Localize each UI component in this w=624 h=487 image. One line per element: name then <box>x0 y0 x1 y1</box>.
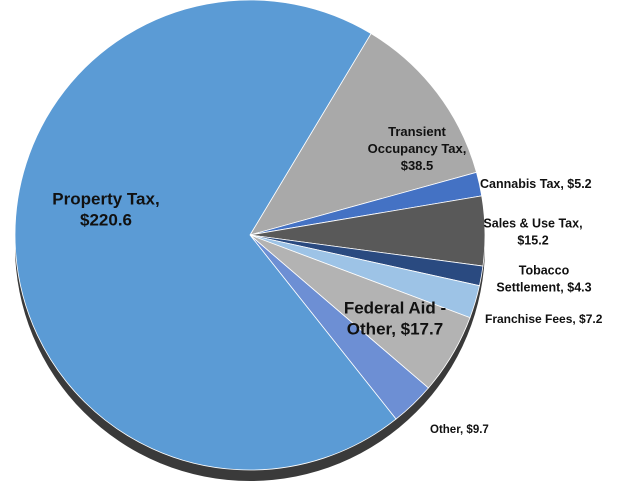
data-label-line: $220.6 <box>80 211 132 230</box>
data-label-line: Tobacco <box>519 264 570 278</box>
data-label: Franchise Fees, $7.2 <box>485 312 603 326</box>
data-label: Cannabis Tax, $5.2 <box>480 177 592 191</box>
data-label-line: $38.5 <box>401 158 434 173</box>
data-label: Property Tax, $220.6 <box>52 190 159 230</box>
data-label-line: Other, $9.7 <box>430 424 489 436</box>
data-label: Sales & Use Tax, $15.2 <box>483 217 582 248</box>
data-label-line: $15.2 <box>517 234 548 248</box>
pie-slice <box>249 33 477 236</box>
data-label-line: Franchise Fees, $7.2 <box>485 312 603 326</box>
data-label-line: Settlement, $4.3 <box>496 281 591 295</box>
data-label-line: Property Tax, <box>52 190 159 209</box>
data-label-line: Occupancy Tax, <box>368 141 467 156</box>
pie-slice <box>14 0 397 471</box>
data-label: Other, $9.7 <box>430 424 489 436</box>
data-label: Tobacco Settlement, $4.3 <box>496 264 591 295</box>
data-label: Transient Occupancy Tax, $38.5 <box>368 124 467 173</box>
data-label-line: Transient <box>388 124 446 139</box>
data-label-line: Cannabis Tax, $5.2 <box>480 177 592 191</box>
data-label-line: Other, $17.7 <box>347 320 443 339</box>
data-label: Federal Aid - Other, $17.7 <box>344 299 446 339</box>
data-label-line: Federal Aid - <box>344 299 446 318</box>
data-label-line: Sales & Use Tax, <box>483 217 582 231</box>
